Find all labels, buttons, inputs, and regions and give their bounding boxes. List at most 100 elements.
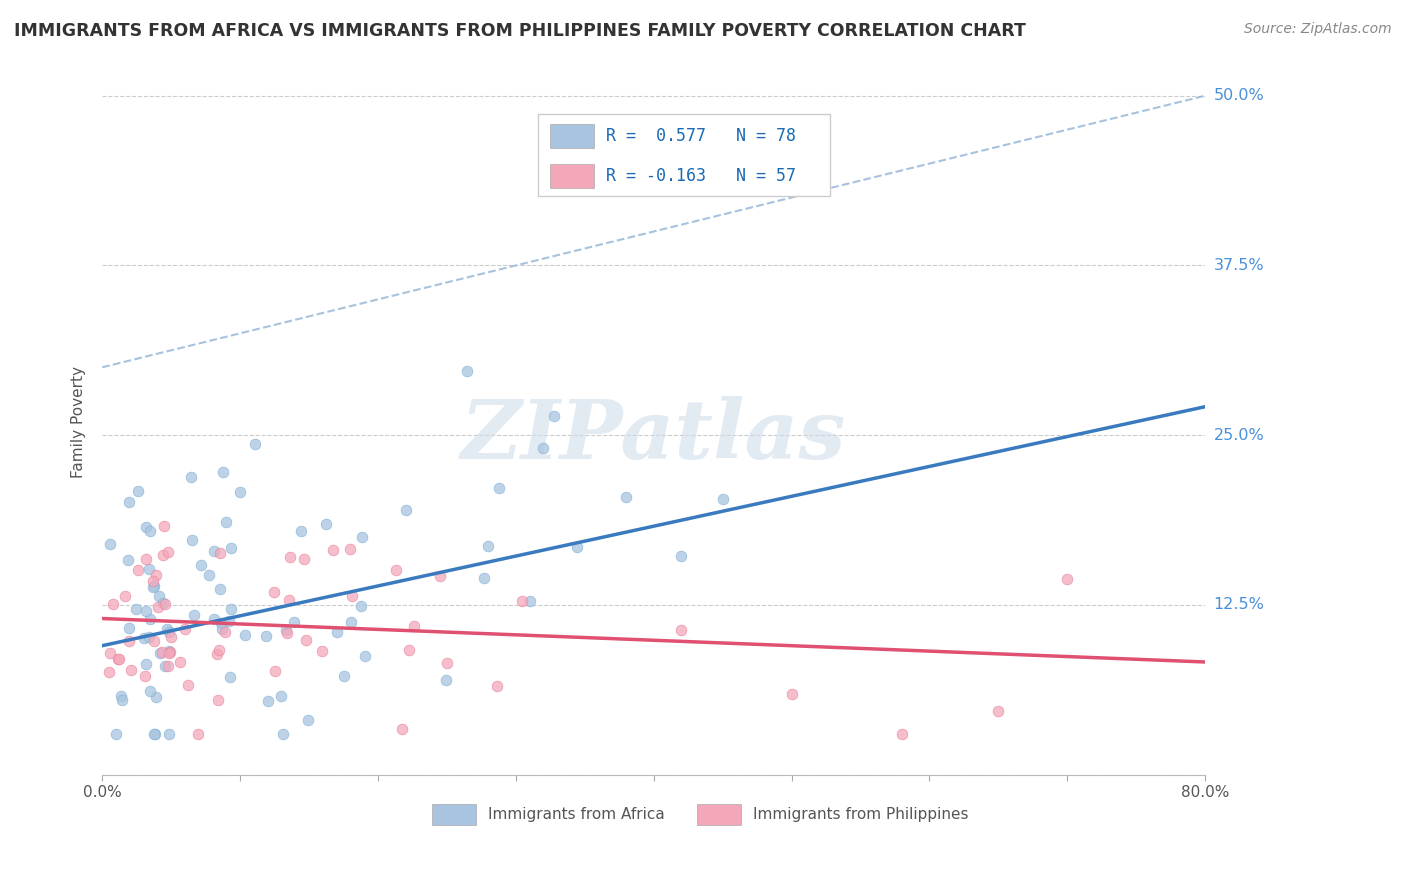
Text: Immigrants from Philippines: Immigrants from Philippines bbox=[754, 806, 969, 822]
Text: R = -0.163   N = 57: R = -0.163 N = 57 bbox=[606, 167, 796, 185]
Point bbox=[156, 622, 179, 636]
FancyBboxPatch shape bbox=[538, 114, 830, 195]
Text: 37.5%: 37.5% bbox=[1213, 258, 1264, 273]
Point bbox=[283, 615, 305, 630]
Text: Immigrants from Africa: Immigrants from Africa bbox=[488, 806, 665, 822]
Point bbox=[292, 552, 315, 566]
Point bbox=[127, 484, 149, 499]
Point bbox=[398, 642, 420, 657]
Point bbox=[325, 625, 347, 640]
Point bbox=[198, 567, 221, 582]
Point bbox=[143, 633, 166, 648]
Point bbox=[103, 598, 125, 612]
Point bbox=[315, 516, 337, 531]
Point bbox=[153, 659, 176, 673]
Point bbox=[350, 599, 373, 614]
Point bbox=[120, 663, 142, 677]
Point bbox=[208, 643, 231, 657]
Point bbox=[477, 539, 499, 553]
Point bbox=[228, 484, 250, 499]
Point bbox=[472, 571, 495, 585]
Point bbox=[485, 679, 508, 693]
Point bbox=[183, 607, 205, 622]
Point bbox=[159, 644, 181, 658]
Point bbox=[157, 545, 180, 559]
Point bbox=[214, 515, 236, 529]
Point bbox=[138, 524, 160, 538]
Point bbox=[157, 727, 180, 741]
Point bbox=[202, 612, 225, 626]
Point bbox=[117, 634, 139, 648]
Point bbox=[340, 589, 363, 603]
Point bbox=[350, 530, 373, 544]
Point bbox=[160, 630, 183, 644]
Point bbox=[153, 597, 176, 611]
Point bbox=[107, 652, 129, 666]
Point bbox=[157, 643, 180, 657]
Point bbox=[256, 694, 278, 708]
Point bbox=[214, 624, 236, 639]
FancyBboxPatch shape bbox=[697, 804, 741, 825]
Point bbox=[278, 593, 301, 607]
Text: IMMIGRANTS FROM AFRICA VS IMMIGRANTS FROM PHILIPPINES FAMILY POVERTY CORRELATION: IMMIGRANTS FROM AFRICA VS IMMIGRANTS FRO… bbox=[14, 22, 1026, 40]
Point bbox=[153, 518, 176, 533]
Point bbox=[139, 684, 162, 698]
Point bbox=[322, 543, 344, 558]
Point bbox=[339, 542, 361, 557]
Point bbox=[157, 624, 180, 639]
Point bbox=[146, 600, 169, 615]
Point bbox=[125, 602, 148, 616]
Point bbox=[148, 589, 170, 603]
Point bbox=[271, 727, 294, 741]
Point bbox=[218, 615, 240, 629]
Point bbox=[149, 646, 172, 660]
Text: ZIPatlas: ZIPatlas bbox=[461, 396, 846, 475]
Point bbox=[254, 630, 277, 644]
Point bbox=[138, 630, 160, 644]
Point bbox=[987, 704, 1010, 718]
Point bbox=[127, 564, 149, 578]
Point bbox=[180, 533, 202, 547]
Text: R =  0.577   N = 78: R = 0.577 N = 78 bbox=[606, 128, 796, 145]
Point bbox=[533, 442, 555, 456]
Point bbox=[111, 693, 134, 707]
Point bbox=[98, 665, 121, 679]
Point bbox=[118, 495, 141, 509]
Point bbox=[205, 647, 228, 661]
Point bbox=[780, 687, 803, 701]
Point bbox=[142, 574, 165, 589]
Point bbox=[264, 665, 287, 679]
Point bbox=[434, 673, 457, 688]
Point bbox=[385, 563, 408, 577]
Point bbox=[114, 589, 136, 603]
Point bbox=[340, 615, 363, 629]
Point bbox=[510, 594, 533, 608]
Point bbox=[143, 579, 166, 593]
Point bbox=[614, 490, 637, 504]
Point bbox=[174, 622, 197, 636]
Point bbox=[110, 690, 132, 704]
Point bbox=[402, 619, 425, 633]
Point bbox=[190, 558, 212, 572]
Point bbox=[219, 602, 242, 616]
Point bbox=[135, 604, 157, 618]
Point bbox=[276, 624, 298, 638]
Point bbox=[104, 727, 127, 741]
Point bbox=[270, 689, 292, 703]
Point bbox=[278, 550, 301, 565]
Point bbox=[711, 492, 734, 507]
Point bbox=[207, 693, 229, 707]
Point bbox=[202, 544, 225, 558]
Point bbox=[187, 727, 209, 741]
Point bbox=[152, 596, 174, 610]
Point bbox=[135, 657, 157, 671]
Point bbox=[211, 465, 233, 479]
Point bbox=[135, 552, 157, 566]
Point bbox=[219, 541, 242, 556]
Text: 12.5%: 12.5% bbox=[1213, 598, 1264, 613]
Point bbox=[209, 546, 232, 560]
Point bbox=[150, 645, 173, 659]
Point bbox=[208, 582, 231, 596]
Point bbox=[297, 713, 319, 727]
Point bbox=[169, 656, 191, 670]
